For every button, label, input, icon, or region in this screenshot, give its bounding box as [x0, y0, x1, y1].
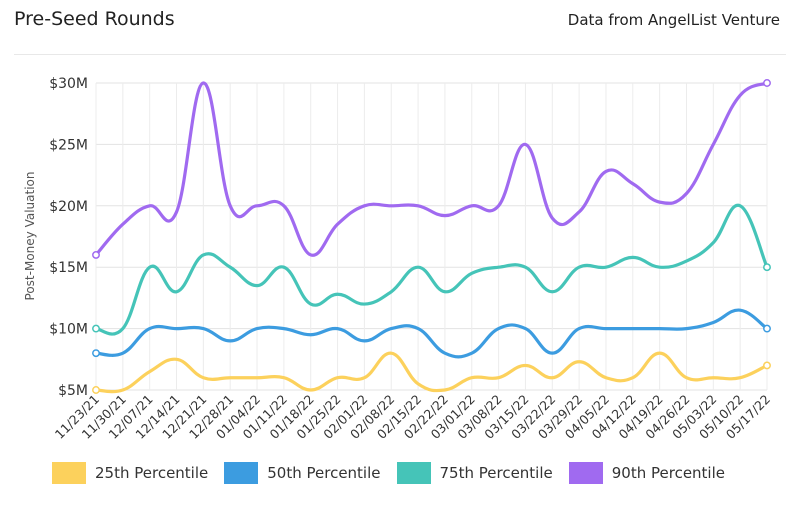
data-point[interactable]: [763, 79, 771, 87]
series-line[interactable]: [94, 308, 769, 359]
legend-swatch-75th: [396, 462, 431, 484]
chart-legend: 25th Percentile 50th Percentile 75th Per…: [52, 462, 725, 484]
series-group: [92, 79, 771, 394]
y-tick-label: $30M: [49, 76, 88, 92]
series-line[interactable]: [94, 81, 769, 257]
y-axis: $5M $10M $15M $20M $25M $30M: [49, 76, 88, 399]
legend-swatch-90th: [568, 462, 603, 484]
data-point[interactable]: [763, 361, 771, 370]
legend-label-50th: 50th Percentile: [267, 464, 381, 482]
legend-swatch-50th: [224, 462, 259, 484]
y-tick-label: $20M: [49, 199, 88, 215]
legend-label-25th: 25th Percentile: [95, 464, 209, 482]
data-point[interactable]: [92, 386, 100, 394]
data-source-label: Data from AngelList Venture: [567, 11, 780, 29]
legend-label-90th: 90th Percentile: [611, 464, 725, 482]
series-line[interactable]: [94, 351, 769, 394]
legend-item-50th[interactable]: 50th Percentile: [224, 462, 381, 484]
chart-grid: [95, 82, 768, 391]
legend-item-25th[interactable]: 25th Percentile: [52, 462, 208, 484]
y-tick-label: $10M: [49, 322, 88, 338]
data-point[interactable]: [763, 263, 771, 272]
legend-item-90th[interactable]: 90th Percentile: [568, 462, 725, 484]
legend-item-75th[interactable]: 75th Percentile: [396, 462, 553, 484]
legend-label-75th: 75th Percentile: [439, 464, 553, 482]
data-point[interactable]: [92, 324, 100, 333]
y-tick-label: $15M: [49, 260, 88, 276]
chart-title: Pre-Seed Rounds: [14, 8, 175, 30]
data-point[interactable]: [92, 349, 100, 358]
y-axis-label: Post-Money Valuation: [23, 172, 37, 301]
data-point[interactable]: [763, 324, 771, 333]
y-tick-label: $25M: [49, 137, 88, 153]
y-tick-label: $5M: [58, 383, 88, 399]
legend-swatch-25th: [52, 462, 86, 484]
header-divider: [14, 54, 786, 55]
series-line[interactable]: [94, 203, 769, 336]
data-point[interactable]: [92, 250, 100, 259]
x-axis: 11/23/2111/30/2112/07/2112/14/2112/21/21…: [52, 392, 773, 442]
